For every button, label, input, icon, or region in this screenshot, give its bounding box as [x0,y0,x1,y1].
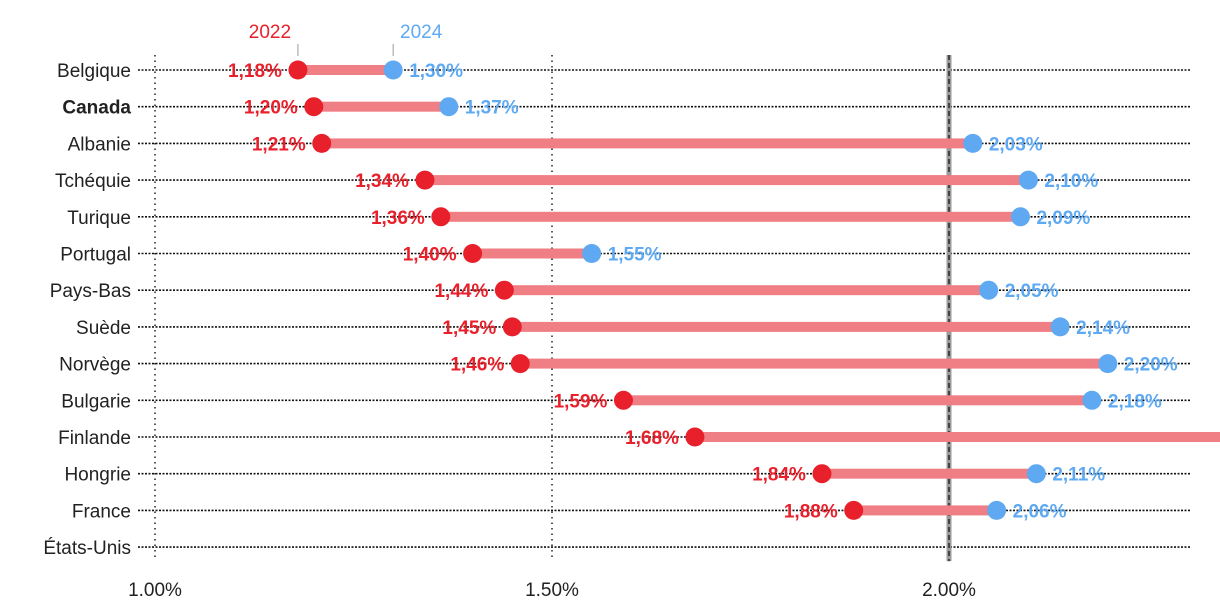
point-2022 [288,60,308,80]
point-2024 [1082,390,1102,410]
connector-bar [512,321,1061,332]
country-label: Hongrie [64,465,131,486]
value-label-2024: 2,11% [1052,465,1105,486]
value-label-2024: 2,09% [1036,208,1090,229]
y-axis-labels: Belgique Canada Albanie Tchéquie Turique Port… [43,61,131,559]
value-label-2024: 2,18% [1108,391,1162,412]
x-axis-tick-labels: 1.00%1.50%2.00%2.50%3.00% [128,580,976,601]
point-2024 [1098,354,1118,374]
value-label-2024: 2,05% [1005,281,1059,302]
value-label-2024: 2,06% [1013,501,1067,522]
point-2024 [979,280,999,300]
x-tick-label: 2.00% [922,580,976,601]
connector-bar [694,432,1220,442]
value-labels: 1,18% 1,30% 1,20% 1,37% 1,21% 2,03% 1,34% 2,10%… [228,61,1178,522]
point-2024 [1026,464,1046,484]
value-label-2022: 1,46% [450,355,504,376]
point-2022 [463,244,483,263]
value-label-2022: 1,36% [371,208,425,229]
value-label-2024: 1,30% [409,61,463,82]
value-label-2024: 2,03% [989,134,1043,155]
value-label-2022: 1,34% [355,171,409,192]
country-label: Portugal [60,245,131,266]
point-2024 [383,60,403,80]
connector-bars [297,65,1220,516]
connector-bar [623,395,1092,406]
point-2022 [304,97,324,117]
country-label: Suède [76,318,131,339]
value-label-2022: 1,68% [625,428,679,449]
value-label-2022: 1,40% [403,245,457,266]
value-label-2024: 2,20% [1124,355,1178,376]
value-label-2024: 1,37% [465,98,519,119]
legend-label-2024: 2024 [400,22,443,43]
connector-bar [520,358,1108,369]
connector-bar [853,505,997,516]
value-label-2022: 1,45% [442,318,496,339]
x-tick-label: 1.00% [128,580,182,601]
country-label: Tchéquie [55,171,131,192]
country-label: Pays-Bas [50,281,131,302]
point-2022 [844,500,864,520]
value-label-2022: 1,84% [752,465,806,486]
connector-bar [321,138,973,149]
connector-bar [440,211,1021,222]
value-label-2022: 1,21% [252,134,306,155]
value-label-2022: 1,18% [228,61,282,82]
point-2022 [510,354,530,374]
value-label-2022: 1,88% [784,501,838,522]
country-label: France [72,501,131,522]
point-2022 [415,170,435,190]
country-label: Turique [67,208,131,229]
connector-bar [424,175,1029,186]
country-label: Albanie [68,134,131,155]
data-points [288,60,1118,520]
connector-bar [821,468,1037,479]
value-label-2022: 1,44% [434,281,488,302]
point-2024 [1018,170,1038,190]
point-2024 [1050,317,1070,337]
point-2022 [502,317,522,337]
value-label-2024: 2,10% [1044,171,1098,192]
country-label: Finlande [58,428,131,449]
connector-bar [472,248,592,259]
point-2022 [812,464,832,484]
value-label-2022: 1,20% [244,98,298,119]
country-label: Bulgarie [61,391,131,412]
point-2022 [312,133,332,153]
point-2024 [582,244,602,263]
connector-bar [297,65,394,75]
connector-bar [504,285,989,296]
value-label-2024: 2,14% [1076,318,1130,339]
country-label: Canada [62,98,131,119]
value-label-2024: 1,55% [608,245,662,266]
point-2024 [439,97,459,117]
country-label: Norvège [59,355,131,376]
point-2024 [987,500,1007,520]
point-2022 [613,390,633,410]
connector-bar [313,101,449,112]
country-label: Belgique [57,61,131,82]
country-label: États-Unis [43,538,131,559]
legend: 2022 2024 [249,22,443,56]
point-2024 [1010,207,1030,227]
point-2024 [963,133,983,153]
legend-label-2022: 2022 [249,22,291,43]
point-2022 [431,207,451,227]
point-2022 [494,280,514,300]
value-label-2022: 1,59% [554,391,608,412]
x-tick-label: 1.50% [525,580,579,601]
point-2022 [685,427,705,447]
